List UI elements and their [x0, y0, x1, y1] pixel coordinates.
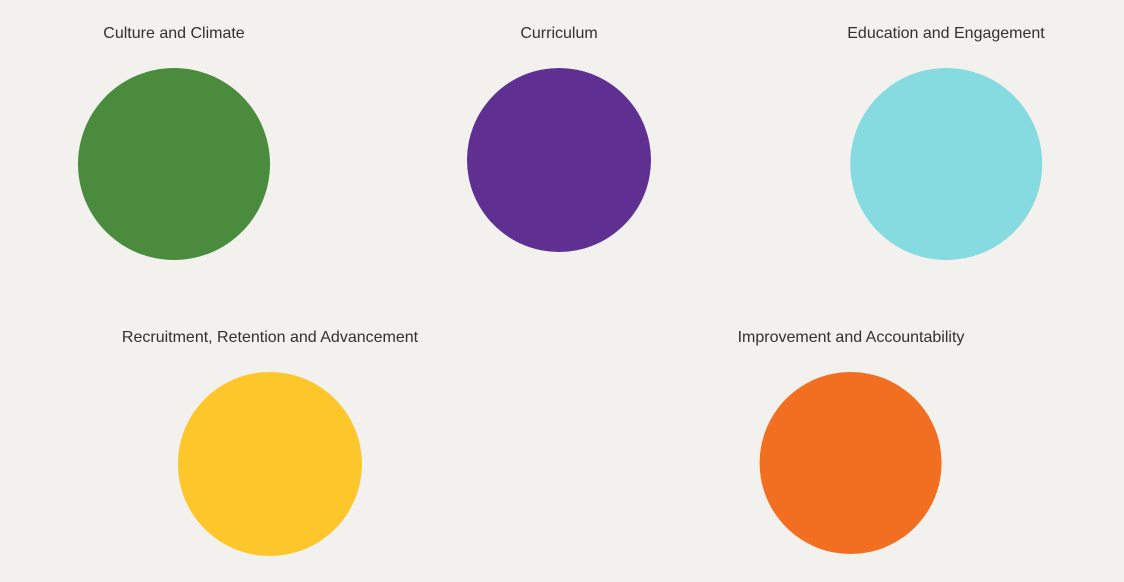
- bubble-circle[interactable]: [78, 68, 270, 260]
- bubble-panel-recruitment-retention-advancement: Recruitment, Retention and Advancement: [122, 327, 418, 556]
- bubble-circle[interactable]: [849, 68, 1042, 260]
- bubble-label: Improvement and Accountability: [737, 329, 965, 346]
- bubble-panel-culture-and-climate: Culture and Climate: [78, 23, 270, 260]
- bubble-panel-improvement-and-accountability: Improvement and Accountability: [737, 327, 965, 554]
- bubble-label: Education and Engagement: [847, 25, 1045, 42]
- bubble-panel-curriculum: Curriculum: [467, 23, 651, 252]
- bubble-panel-education-and-engagement: Education and Engagement: [847, 23, 1045, 260]
- bubble-circle[interactable]: [759, 372, 942, 554]
- bubble-label: Recruitment, Retention and Advancement: [121, 329, 419, 346]
- bubble-circle[interactable]: [177, 372, 362, 556]
- bubble-label: Curriculum: [520, 25, 598, 42]
- bubble-label: Culture and Climate: [103, 25, 245, 42]
- bubble-circle[interactable]: [467, 68, 651, 252]
